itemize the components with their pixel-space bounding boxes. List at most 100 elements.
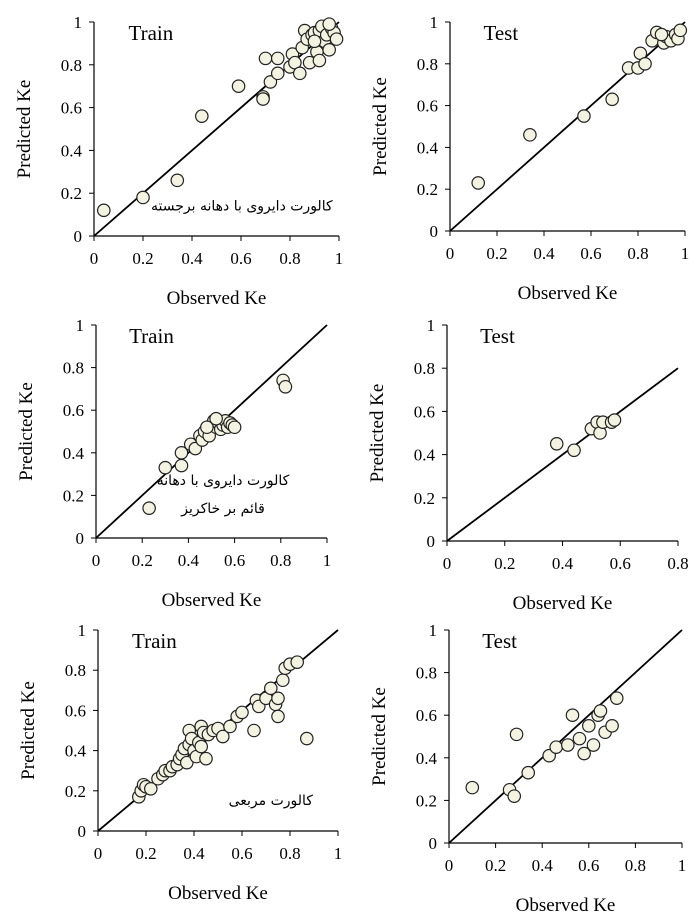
data-point	[299, 731, 314, 746]
panel-title: Test	[482, 629, 517, 653]
data-point	[200, 420, 214, 435]
y-tick-label: 1	[429, 621, 438, 640]
y-tick-label: 0.8	[63, 359, 84, 378]
x-tick-label: 0.6	[578, 856, 599, 875]
data-point	[577, 109, 591, 123]
data-point	[565, 708, 580, 722]
data-point	[607, 413, 622, 427]
panel-title: Train	[129, 324, 174, 348]
x-tick-label: 1	[335, 249, 344, 268]
annotation-text: کالورت مربعی	[229, 793, 314, 809]
x-tick-label: 0	[92, 551, 101, 570]
data-point	[638, 56, 652, 71]
x-tick-label: 0.2	[485, 856, 506, 875]
panel-title: Test	[480, 324, 515, 348]
x-tick-label: 0.2	[132, 249, 153, 268]
data-point	[292, 66, 307, 81]
data-point	[271, 709, 285, 724]
panel-4: 0 0.2 0.4 0.6 0.8 1 0 0.2 0.4 0.6 0.8 Observed Ke Pr…	[367, 316, 689, 614]
y-tick-label: 0.6	[65, 701, 86, 720]
data-point	[549, 740, 563, 754]
data-point	[322, 17, 336, 31]
x-tick-label: 1	[678, 856, 687, 875]
data-point	[673, 23, 688, 38]
data-point	[577, 746, 591, 761]
data-point	[199, 751, 213, 766]
y-tick-label: 0.2	[414, 489, 435, 508]
data-point	[521, 765, 536, 780]
y-tick-label: 0.8	[414, 359, 435, 378]
y-tick-label: 0.4	[63, 444, 85, 463]
data-point	[549, 436, 564, 451]
data-point	[654, 27, 669, 42]
x-tick-label: 0.4	[178, 551, 200, 570]
x-tick-label: 0.4	[552, 554, 574, 573]
x-tick-label: 0.8	[279, 844, 300, 863]
x-axis-label: Observed Ke	[167, 288, 267, 309]
reference-line	[446, 367, 679, 542]
data-point	[271, 691, 285, 706]
data-point	[586, 738, 601, 752]
x-tick-label: 0	[445, 856, 454, 875]
data-point	[572, 731, 587, 746]
x-tick-label: 0	[446, 244, 455, 263]
y-tick-label: 0.2	[416, 791, 437, 810]
panel-5: 0 0.2 0.4 0.6 0.8 1 0 0.2 0.4 0.6 0.8 1 Observed Ke P…	[18, 621, 342, 904]
y-tick-label: 0.6	[63, 401, 84, 420]
x-tick-label: 1	[334, 844, 343, 863]
data-point	[509, 727, 524, 742]
data-point	[507, 789, 522, 803]
y-tick-label: 0	[430, 222, 439, 241]
x-tick-label: 0	[90, 249, 99, 268]
y-tick-label: 0.8	[65, 661, 86, 680]
data-point	[195, 109, 209, 123]
y-axis-label: Predicted Ke	[16, 382, 37, 481]
data-point	[471, 176, 485, 190]
y-tick-label: 0.2	[61, 184, 82, 203]
panel-2: 0 0.2 0.4 0.6 0.8 1 0 0.2 0.4 0.6 0.8 1 Observed Ke P…	[370, 13, 689, 304]
y-tick-label: 0	[429, 834, 438, 853]
data-point	[142, 501, 156, 515]
data-point	[174, 458, 189, 473]
x-tick-label: 0.8	[667, 554, 688, 573]
data-point	[312, 53, 327, 68]
data-point	[258, 51, 273, 66]
data-point	[194, 739, 208, 754]
data-point	[322, 43, 336, 57]
panel-title: Train	[129, 21, 174, 45]
y-axis-label: Predicted Ke	[367, 384, 388, 483]
annotation-text: کالورت دایروی با دهانه برجسته	[151, 198, 333, 214]
panel-title: Train	[132, 629, 177, 653]
data-point	[605, 719, 619, 733]
x-tick-label: 1	[323, 551, 332, 570]
panel-3: 0 0.2 0.4 0.6 0.8 1 0 0.2 0.4 0.6 0.8 1 Observed Ke P…	[16, 316, 331, 611]
data-point	[609, 691, 624, 705]
data-point	[290, 655, 304, 669]
y-tick-label: 1	[430, 13, 439, 32]
y-tick-label: 0.8	[416, 664, 437, 683]
y-axis-label: Predicted Ke	[369, 687, 390, 786]
data-point	[270, 51, 285, 66]
data-point	[174, 445, 189, 460]
data-point	[593, 704, 608, 718]
y-axis-label: Predicted Ke	[14, 80, 35, 179]
x-tick-label: 0.8	[627, 244, 648, 263]
y-tick-label: 0	[427, 532, 436, 551]
y-tick-label: 1	[78, 621, 87, 640]
reference-line	[448, 629, 683, 844]
y-tick-label: 0	[76, 529, 85, 548]
y-tick-label: 0.6	[414, 402, 435, 421]
x-tick-label: 0.2	[494, 554, 515, 573]
data-point	[216, 729, 230, 744]
x-tick-label: 0.4	[532, 856, 554, 875]
x-axis-label: Observed Ke	[516, 895, 616, 915]
x-tick-label: 0	[443, 554, 452, 573]
data-point	[275, 673, 290, 688]
panel-title: Test	[484, 21, 519, 45]
data-point	[263, 75, 278, 89]
panel-1: 0 0.2 0.4 0.6 0.8 1 0 0.2 0.4 0.6 0.8 1 Observed Ke P…	[14, 13, 344, 309]
y-tick-label: 0.2	[63, 486, 84, 505]
x-tick-label: 0.6	[610, 554, 631, 573]
y-tick-label: 0.2	[417, 180, 438, 199]
